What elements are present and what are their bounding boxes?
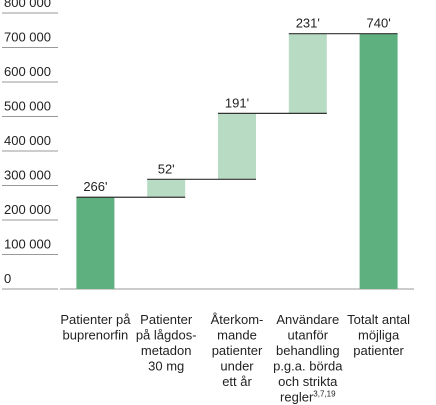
x-tick-label-line: och strikta — [278, 374, 338, 389]
x-tick-label: under — [220, 359, 254, 374]
x-tick-label: Patienter — [140, 312, 193, 327]
x-tick-label-line: 30 mg — [148, 359, 184, 374]
bar — [76, 197, 115, 289]
x-tick-label-line: mande — [217, 328, 257, 343]
x-tick-label-line: på lågdos- — [136, 328, 197, 343]
y-tick-label: 500 000 — [4, 99, 51, 114]
x-tick-label: på lågdos- — [136, 328, 197, 343]
bar — [147, 179, 186, 198]
y-tick-label: 400 000 — [4, 133, 51, 148]
y-tick-label: 800 000 — [4, 0, 51, 10]
x-tick-label-line: under — [220, 359, 254, 374]
value-label: 52' — [158, 161, 175, 176]
value-label: 191' — [225, 95, 249, 110]
x-tick-label: utanför — [288, 328, 329, 343]
x-tick-label: Patienter på — [60, 312, 131, 327]
value-label: 740' — [367, 16, 391, 31]
x-tick-label: patienter — [212, 343, 263, 358]
x-tick-label: buprenorfin — [63, 328, 129, 343]
x-tick-label-line: patienter — [353, 343, 404, 358]
x-tick-label: Totalt antal — [347, 312, 410, 327]
x-tick-label: patienter — [353, 343, 404, 358]
bar — [218, 113, 256, 180]
superscript: 3,7,19 — [313, 390, 336, 399]
y-tick-label: 600 000 — [4, 64, 51, 79]
x-tick-label-line: Totalt antal — [347, 312, 410, 327]
x-tick-label: ett år — [222, 374, 252, 389]
bar — [288, 33, 327, 114]
x-tick-label: Användare — [276, 312, 339, 327]
x-tick-label-line: möjliga — [358, 328, 400, 343]
y-tick-label: 200 000 — [4, 202, 51, 217]
y-tick-label: 700 000 — [4, 30, 51, 45]
x-tick-label: mande — [217, 328, 257, 343]
y-tick-label: 0 — [4, 271, 11, 286]
y-tick-label: 300 000 — [4, 168, 51, 183]
x-tick-label-line: p.g.a. börda — [273, 359, 343, 374]
x-tick-label: behandling — [276, 343, 340, 358]
value-label: 266' — [83, 179, 107, 194]
x-tick-label-line: patienter — [212, 343, 263, 358]
x-tick-label-line: Återkom- — [211, 312, 264, 327]
x-tick-label: p.g.a. börda — [273, 359, 343, 374]
x-tick-label-line: behandling — [276, 343, 340, 358]
value-label: 231' — [296, 16, 320, 31]
x-tick-label-line: buprenorfin — [63, 328, 129, 343]
y-tick-label: 100 000 — [4, 237, 51, 252]
x-tick-label: regler3,7,19 — [280, 390, 336, 405]
bar — [359, 33, 398, 290]
x-tick-label-line: regler — [280, 390, 314, 405]
x-tick-label: Återkom- — [211, 312, 264, 327]
x-tick-label: 30 mg — [148, 359, 184, 374]
x-tick-label: och strikta — [278, 374, 338, 389]
x-tick-label: metadon — [141, 343, 192, 358]
x-tick-label-line: Användare — [276, 312, 339, 327]
x-tick-label-line: ett år — [222, 374, 252, 389]
x-tick-label-line: Patienter på — [60, 312, 131, 327]
x-tick-label-line: utanför — [288, 328, 329, 343]
x-tick-label-line: metadon — [141, 343, 192, 358]
x-tick-label: möjliga — [358, 328, 400, 343]
x-tick-label-line: Patienter — [140, 312, 193, 327]
